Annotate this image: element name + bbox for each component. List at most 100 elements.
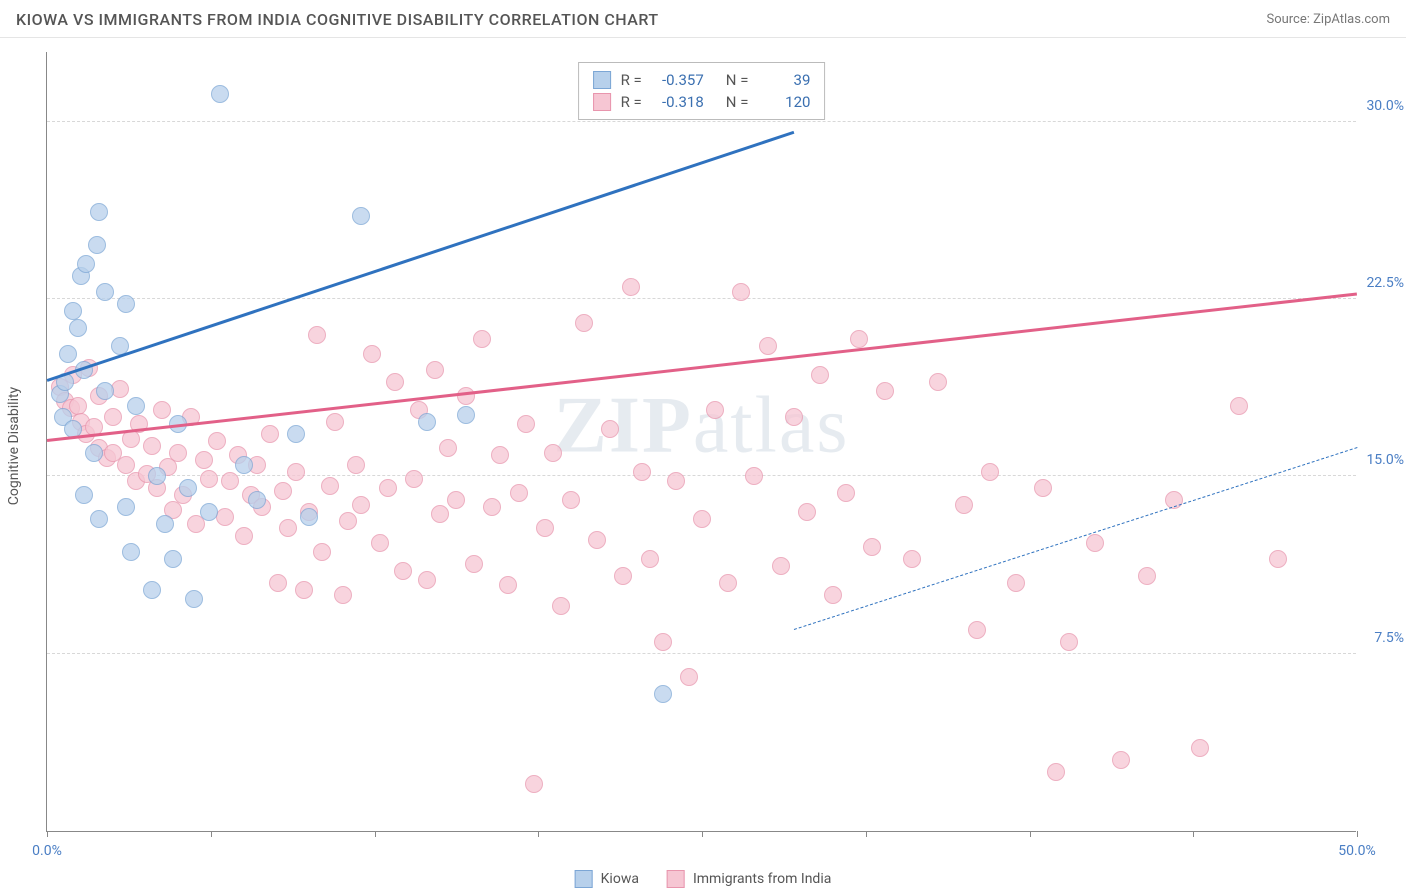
data-point-kiowa bbox=[156, 515, 174, 533]
data-point-kiowa bbox=[88, 236, 106, 254]
data-point-india bbox=[667, 472, 685, 490]
gridline bbox=[47, 475, 1356, 476]
data-point-india bbox=[499, 576, 517, 594]
data-point-india bbox=[352, 496, 370, 514]
legend-item-kiowa: Kiowa bbox=[575, 870, 639, 888]
y-tick-label: 15.0% bbox=[1366, 452, 1404, 468]
swatch-india bbox=[593, 93, 611, 111]
data-point-india bbox=[955, 496, 973, 514]
scatter-chart: ZIPatlas R =-0.357N =39R =-0.318N =120 7… bbox=[46, 52, 1356, 832]
data-point-india bbox=[287, 463, 305, 481]
data-point-india bbox=[641, 550, 659, 568]
gridline bbox=[47, 121, 1356, 122]
data-point-india bbox=[876, 382, 894, 400]
data-point-kiowa bbox=[96, 382, 114, 400]
data-point-india bbox=[1047, 763, 1065, 781]
y-tick-label: 7.5% bbox=[1374, 630, 1404, 646]
data-point-india bbox=[386, 373, 404, 391]
data-point-kiowa bbox=[148, 467, 166, 485]
gridline bbox=[47, 298, 1356, 299]
data-point-india bbox=[200, 470, 218, 488]
data-point-kiowa bbox=[75, 486, 93, 504]
swatch-india bbox=[667, 870, 685, 888]
data-point-india bbox=[363, 345, 381, 363]
swatch-kiowa bbox=[575, 870, 593, 888]
data-point-kiowa bbox=[122, 543, 140, 561]
data-point-india bbox=[981, 463, 999, 481]
data-point-india bbox=[968, 621, 986, 639]
data-point-india bbox=[143, 437, 161, 455]
data-point-kiowa bbox=[85, 444, 103, 462]
data-point-india bbox=[544, 444, 562, 462]
x-tick bbox=[211, 831, 212, 837]
data-point-kiowa bbox=[457, 406, 475, 424]
data-point-kiowa bbox=[127, 397, 145, 415]
data-point-india bbox=[339, 512, 357, 530]
x-tick bbox=[702, 831, 703, 837]
source-label: Source: ZipAtlas.com bbox=[1266, 12, 1390, 27]
data-point-india bbox=[195, 451, 213, 469]
data-point-kiowa bbox=[90, 510, 108, 528]
data-point-india bbox=[1007, 574, 1025, 592]
data-point-india bbox=[562, 491, 580, 509]
chart-title: KIOWA VS IMMIGRANTS FROM INDIA COGNITIVE… bbox=[16, 10, 659, 29]
data-point-india bbox=[601, 420, 619, 438]
legend-bottom: KiowaImmigrants from India bbox=[575, 870, 832, 888]
data-point-kiowa bbox=[287, 425, 305, 443]
stats-legend-box: R =-0.357N =39R =-0.318N =120 bbox=[578, 62, 826, 120]
data-point-india bbox=[117, 456, 135, 474]
data-point-india bbox=[903, 550, 921, 568]
data-point-india bbox=[69, 397, 87, 415]
data-point-india bbox=[798, 503, 816, 521]
data-point-india bbox=[334, 586, 352, 604]
data-point-kiowa bbox=[164, 550, 182, 568]
data-point-kiowa bbox=[235, 456, 253, 474]
watermark: ZIPatlas bbox=[554, 380, 850, 471]
stats-row-india: R =-0.318N =120 bbox=[593, 91, 811, 113]
data-point-india bbox=[379, 479, 397, 497]
data-point-india bbox=[483, 498, 501, 516]
data-point-india bbox=[431, 505, 449, 523]
data-point-india bbox=[439, 439, 457, 457]
data-point-india bbox=[274, 482, 292, 500]
data-point-india bbox=[588, 531, 606, 549]
data-point-india bbox=[279, 519, 297, 537]
data-point-india bbox=[326, 413, 344, 431]
data-point-india bbox=[680, 668, 698, 686]
x-tick bbox=[866, 831, 867, 837]
x-tick bbox=[1030, 831, 1031, 837]
data-point-india bbox=[824, 586, 842, 604]
swatch-kiowa bbox=[593, 71, 611, 89]
data-point-kiowa bbox=[185, 590, 203, 608]
data-point-kiowa bbox=[69, 319, 87, 337]
data-point-india bbox=[394, 562, 412, 580]
data-point-india bbox=[633, 463, 651, 481]
data-point-india bbox=[863, 538, 881, 556]
data-point-kiowa bbox=[90, 203, 108, 221]
data-point-india bbox=[1034, 479, 1052, 497]
data-point-india bbox=[772, 557, 790, 575]
data-point-india bbox=[929, 373, 947, 391]
data-point-india bbox=[418, 571, 436, 589]
data-point-kiowa bbox=[64, 302, 82, 320]
data-point-kiowa bbox=[352, 207, 370, 225]
data-point-india bbox=[169, 444, 187, 462]
data-point-india bbox=[785, 408, 803, 426]
data-point-india bbox=[1269, 550, 1287, 568]
data-point-india bbox=[457, 387, 475, 405]
data-point-india bbox=[235, 527, 253, 545]
data-point-india bbox=[1112, 751, 1130, 769]
data-point-india bbox=[473, 330, 491, 348]
data-point-india bbox=[850, 330, 868, 348]
x-tick-label: 0.0% bbox=[32, 843, 62, 859]
data-point-india bbox=[313, 543, 331, 561]
data-point-india bbox=[706, 401, 724, 419]
data-point-india bbox=[1230, 397, 1248, 415]
data-point-kiowa bbox=[143, 581, 161, 599]
data-point-kiowa bbox=[200, 503, 218, 521]
data-point-india bbox=[536, 519, 554, 537]
x-tick bbox=[375, 831, 376, 837]
data-point-india bbox=[811, 366, 829, 384]
data-point-india bbox=[104, 408, 122, 426]
x-tick bbox=[1193, 831, 1194, 837]
